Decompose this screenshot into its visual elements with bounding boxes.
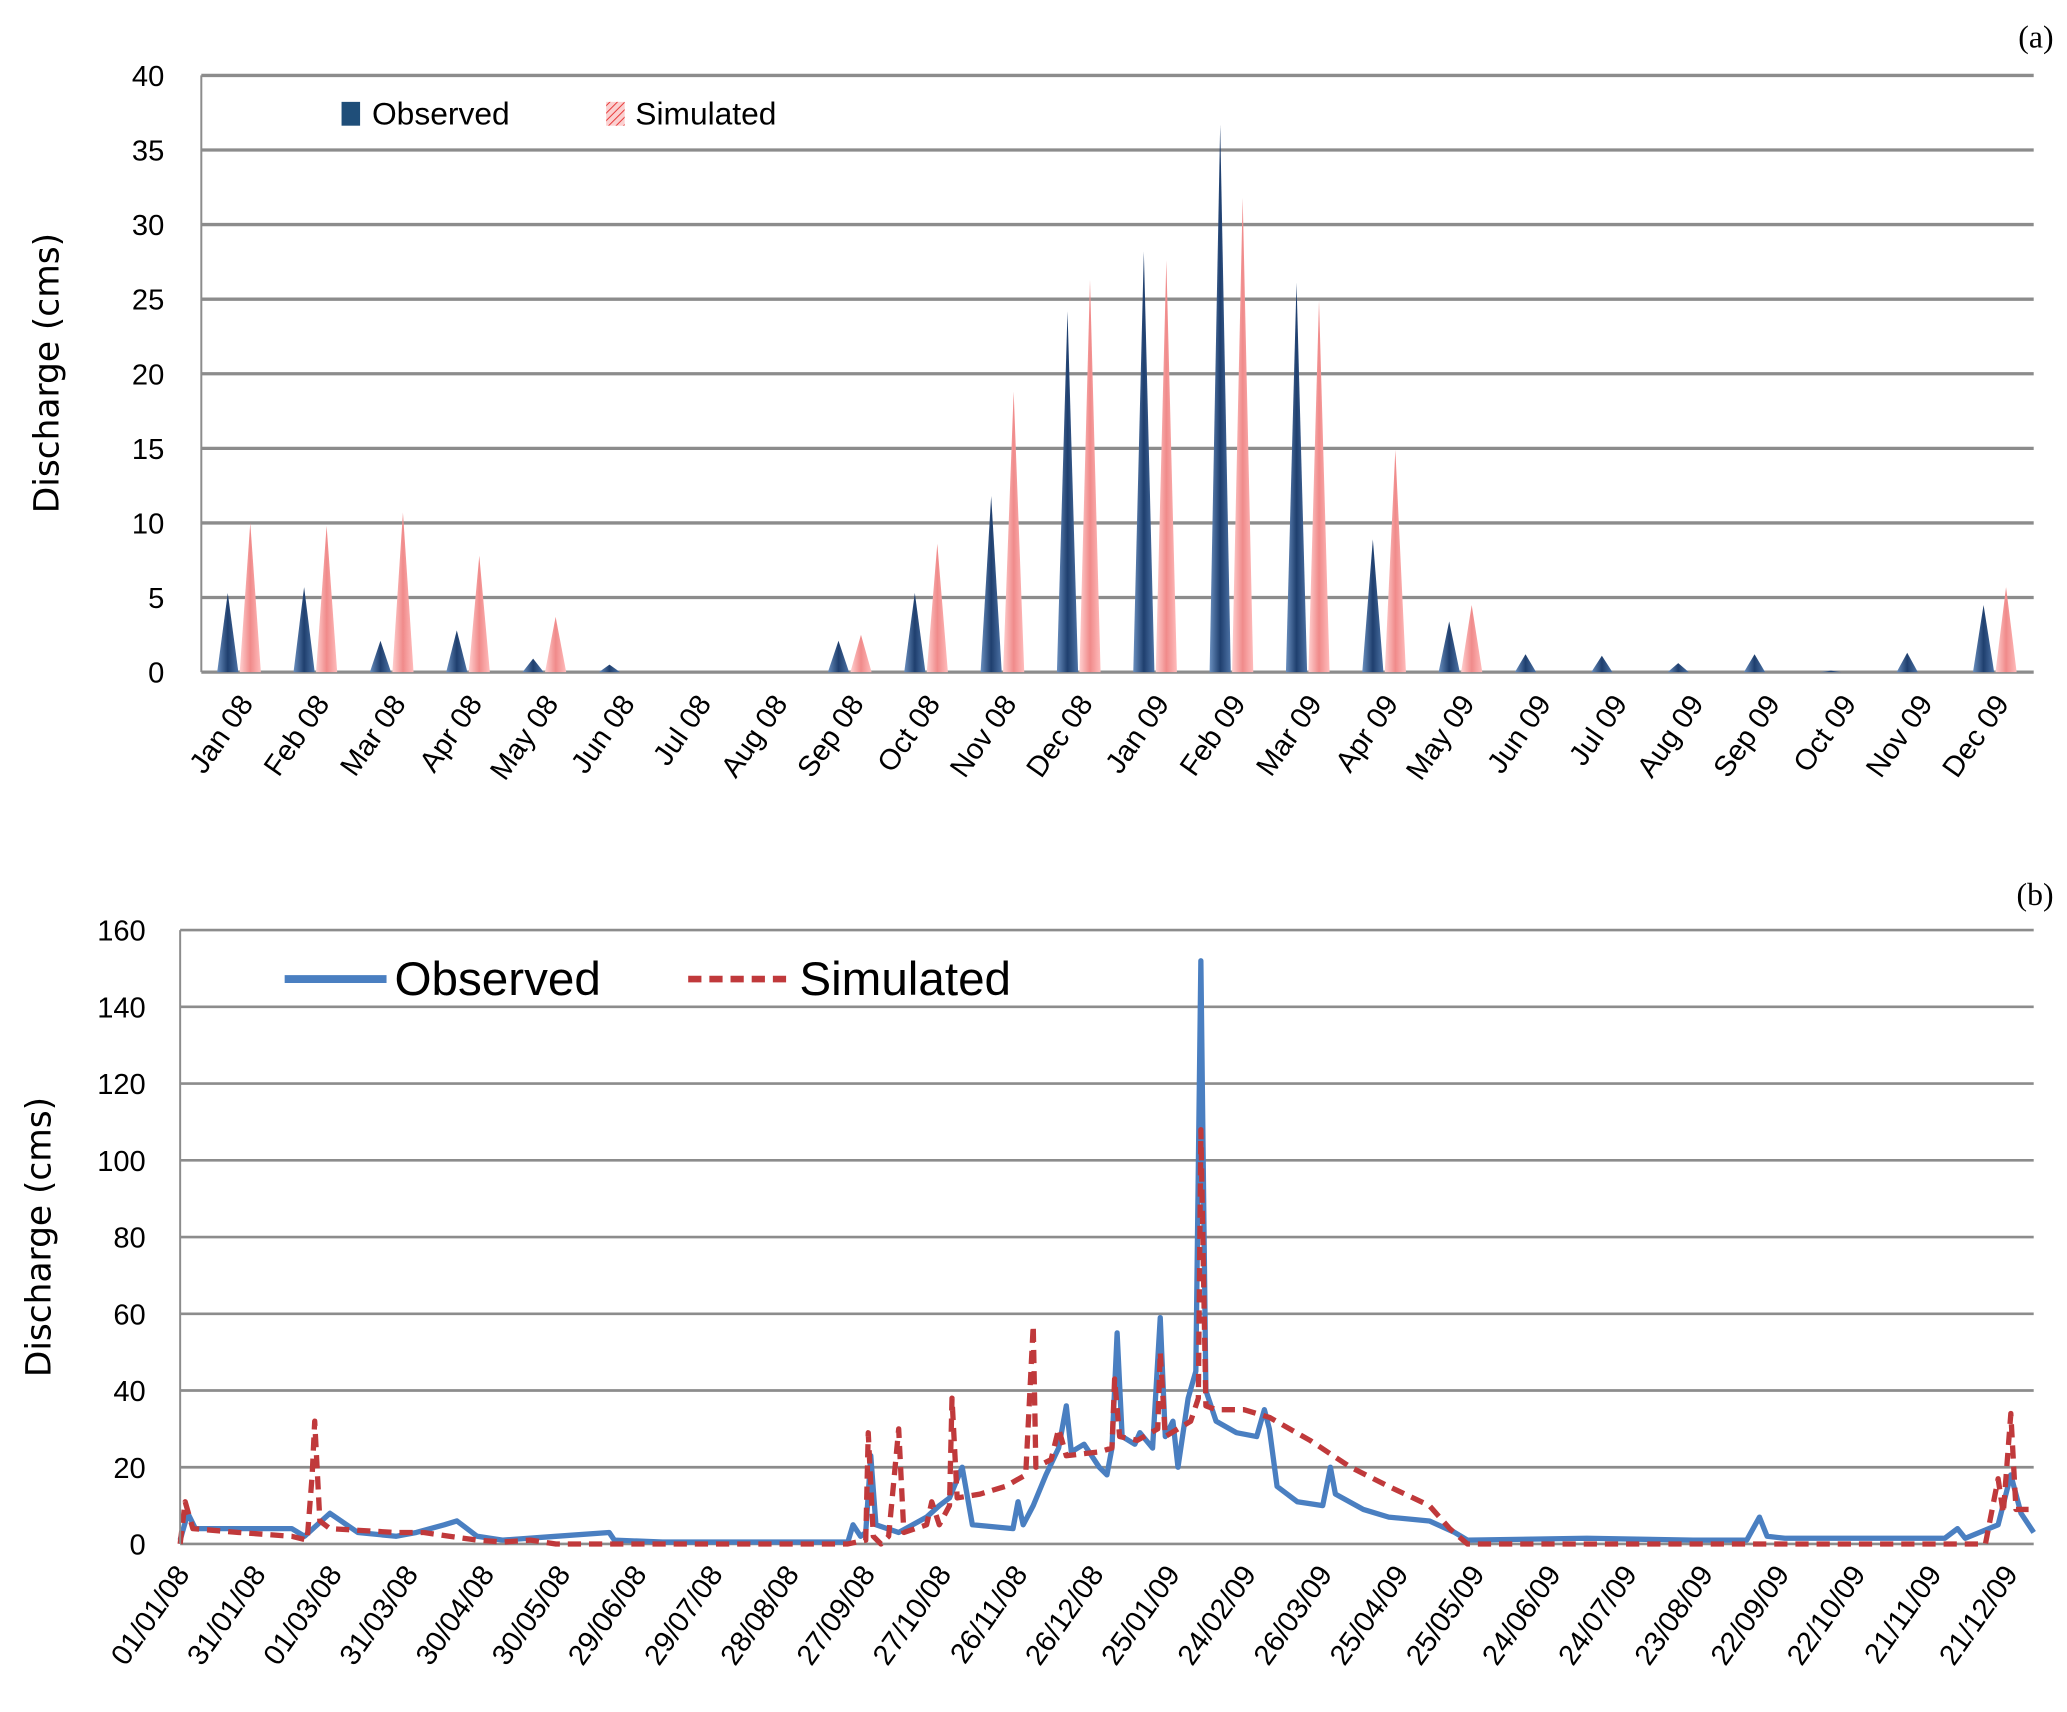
y-tick-label: 25: [132, 285, 164, 317]
bar-simulated: [392, 512, 414, 673]
y-tick-label: 120: [97, 1069, 146, 1101]
y-tick-label: 15: [132, 434, 164, 466]
y-tick-label: 0: [130, 1530, 146, 1562]
bar-observed: [598, 664, 621, 673]
x-tick-label: 22/10/09: [1781, 1560, 1872, 1671]
y-tick-label: 0: [148, 658, 164, 690]
y-tick-label: 140: [97, 992, 146, 1024]
y-tick-label: 160: [97, 916, 146, 948]
x-tick-label: Mar 09: [1251, 690, 1329, 783]
x-tick-label: Dec 08: [1021, 690, 1100, 784]
bar-observed: [446, 630, 468, 673]
bar-observed: [369, 640, 392, 673]
bar-simulated: [1003, 391, 1025, 673]
bar-simulated: [316, 525, 338, 673]
legend-swatch-simulated-a: [606, 101, 625, 126]
bar-observed: [1209, 124, 1231, 673]
bar-observed: [522, 658, 544, 673]
x-tick-label: Feb 09: [1174, 690, 1252, 783]
bar-simulated: [1384, 449, 1406, 673]
y-tick-label: 80: [113, 1223, 145, 1255]
x-tick-label: Jun 09: [1481, 690, 1557, 780]
bar-simulated: [926, 543, 948, 673]
bar-simulated: [1308, 300, 1330, 673]
panel-label-a: (a): [2018, 20, 2053, 55]
bar-simulated: [239, 522, 261, 673]
bar-observed: [1972, 604, 1995, 673]
y-axis-label-b: Discharge (cms): [19, 1097, 59, 1377]
x-tick-label: Mar 08: [334, 690, 412, 783]
x-tick-label: Dec 09: [1937, 690, 2016, 784]
bar-observed: [1285, 282, 1308, 673]
y-tick-label: 100: [97, 1146, 146, 1178]
bar-observed: [1362, 539, 1384, 673]
y-tick-label: 10: [132, 509, 164, 541]
bar-observed: [1743, 654, 1766, 673]
y-tick-label: 60: [113, 1299, 145, 1331]
bar-observed: [980, 496, 1002, 673]
x-tick-label: Apr 08: [414, 690, 489, 779]
series-line-observed: [177, 958, 2036, 1545]
y-axis-label-a: Discharge (cms): [27, 233, 67, 513]
y-tick-label: 40: [113, 1376, 145, 1408]
bar-simulated: [1155, 260, 1177, 673]
bar-observed: [217, 593, 239, 673]
chart-b: (b) Discharge (cms) 01/01/0831/01/0801/0…: [19, 877, 2053, 1671]
panel-label-b: (b): [2017, 877, 2054, 912]
x-tick-label: Nov 08: [944, 690, 1023, 784]
y-tick-label: 20: [113, 1453, 145, 1485]
series-line-simulated: [177, 1126, 2032, 1547]
bar-observed: [293, 587, 315, 673]
y-tick-label: 5: [148, 583, 164, 615]
bar-simulated: [1461, 604, 1483, 673]
bar-simulated: [545, 616, 567, 673]
legend-label-simulated-a: Simulated: [635, 95, 776, 131]
bar-observed: [1056, 311, 1079, 673]
y-tick-label: 30: [132, 210, 164, 242]
legend-label-simulated-b: Simulated: [799, 953, 1011, 1006]
bar-simulated: [850, 634, 872, 673]
bar-simulated: [468, 555, 490, 673]
legend-label-observed-a: Observed: [372, 95, 510, 131]
x-tick-label: May 08: [484, 690, 565, 787]
x-tick-label: Oct 09: [1788, 690, 1863, 779]
x-tick-label: Jan 08: [184, 690, 260, 780]
y-tick-label: 20: [132, 359, 164, 391]
x-tick-label: Oct 08: [872, 690, 947, 779]
bar-simulated: [1995, 587, 2017, 673]
bar-observed: [1896, 652, 1918, 673]
x-tick-label: 21/12/09: [1933, 1560, 2024, 1671]
y-tick-label: 40: [132, 61, 164, 93]
x-tick-label: Sep 09: [1708, 690, 1787, 784]
bar-observed: [904, 593, 926, 673]
bar-observed: [1820, 670, 1842, 673]
x-tick-label: Nov 09: [1860, 690, 1939, 784]
y-tick-label: 35: [132, 136, 164, 168]
bar-observed: [1667, 663, 1689, 673]
x-tick-label: Feb 08: [258, 690, 336, 783]
x-tick-label: Aug 09: [1631, 690, 1710, 784]
x-tick-label: Apr 09: [1330, 690, 1405, 779]
bar-observed: [1514, 654, 1537, 673]
x-tick-label: Aug 08: [715, 690, 794, 784]
bar-observed: [1133, 251, 1155, 673]
x-tick-label: Sep 08: [792, 690, 871, 784]
x-tick-label: Jan 09: [1100, 690, 1176, 780]
bar-observed: [1438, 621, 1460, 673]
legend-swatch-observed-a: [341, 101, 361, 126]
x-tick-label: Jun 08: [565, 690, 641, 780]
legend-label-observed-b: Observed: [394, 953, 600, 1006]
bar-simulated: [1079, 279, 1101, 673]
bar-simulated: [1232, 197, 1254, 673]
x-tick-label: Jul 08: [647, 690, 718, 772]
x-tick-label: Jul 09: [1563, 690, 1634, 772]
bar-observed: [1591, 655, 1613, 673]
x-tick-label: May 09: [1400, 690, 1481, 787]
x-tick-label: 27/10/08: [867, 1560, 958, 1671]
bar-observed: [827, 640, 850, 673]
